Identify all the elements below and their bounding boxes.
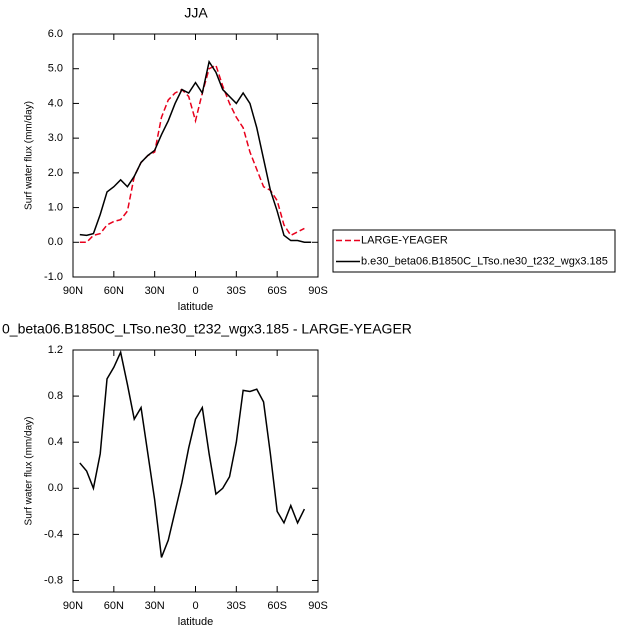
x-tick-label: 90N (63, 285, 83, 297)
chart-title: JJA (184, 5, 208, 21)
x-tick-label: 0 (192, 600, 198, 612)
x-tick-label: 60N (104, 600, 124, 612)
x-axis-label: latitude (178, 301, 213, 313)
y-tick-label: -0.4 (44, 528, 63, 540)
x-tick-label: 30S (227, 600, 247, 612)
y-axis-label: Surf water flux (mm/day) (24, 101, 35, 210)
y-tick-label: 6.0 (48, 28, 63, 40)
y-tick-label: 0.8 (48, 390, 63, 402)
x-tick-label: 90S (308, 285, 328, 297)
y-tick-label: 5.0 (48, 63, 63, 75)
plot-frame (72, 349, 319, 593)
y-tick-label: 0.4 (48, 436, 63, 448)
y-axis-label: Surf water flux (mm/day) (24, 417, 35, 526)
x-tick-label: 60N (104, 285, 124, 297)
x-axis-label: latitude (178, 616, 213, 628)
y-tick-label: -0.8 (44, 574, 63, 586)
x-tick-label: 30N (145, 600, 165, 612)
legend-box (332, 229, 616, 273)
y-tick-label: 0.0 (48, 236, 63, 248)
y-tick-label: 1.2 (48, 344, 63, 356)
y-tick-label: 1.0 (48, 201, 63, 213)
chart-title: 0_beta06.B1850C_LTso.ne30_t232_wgx3.185 … (2, 321, 412, 337)
x-tick-label: 30S (227, 285, 247, 297)
x-tick-label: 90S (308, 600, 328, 612)
data-line (79, 59, 312, 244)
x-tick-label: 30N (145, 285, 165, 297)
y-tick-label: 0.0 (48, 482, 63, 494)
data-line (79, 349, 306, 558)
data-line (79, 64, 305, 244)
legend-label: b.e30_beta06.B1850C_LTso.ne30_t232_wgx3.… (361, 255, 608, 267)
y-tick-label: -1.0 (44, 271, 63, 283)
plot-frame (72, 33, 319, 278)
y-tick-label: 3.0 (48, 132, 63, 144)
y-tick-label: 4.0 (48, 97, 63, 109)
x-tick-label: 0 (192, 285, 198, 297)
y-tick-label: 2.0 (48, 167, 63, 179)
x-tick-label: 60S (267, 285, 287, 297)
x-tick-label: 60S (267, 600, 287, 612)
legend-label: LARGE-YEAGER (361, 234, 448, 246)
x-tick-label: 90N (63, 600, 83, 612)
